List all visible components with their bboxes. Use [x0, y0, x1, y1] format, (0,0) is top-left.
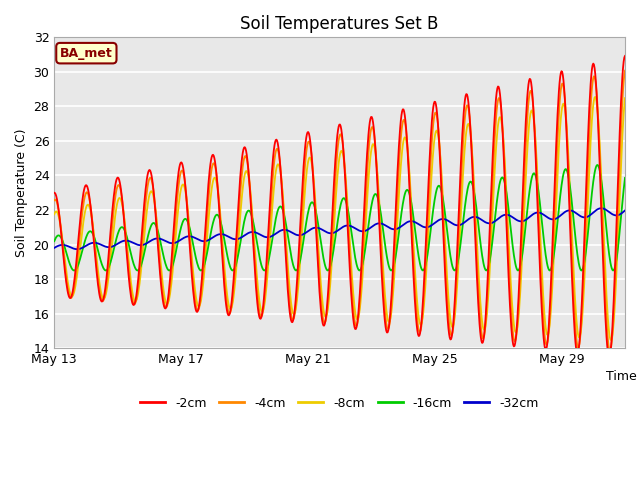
- Y-axis label: Soil Temperature (C): Soil Temperature (C): [15, 129, 28, 257]
- X-axis label: Time: Time: [605, 370, 636, 383]
- Legend: -2cm, -4cm, -8cm, -16cm, -32cm: -2cm, -4cm, -8cm, -16cm, -32cm: [136, 392, 544, 415]
- Text: BA_met: BA_met: [60, 47, 113, 60]
- Title: Soil Temperatures Set B: Soil Temperatures Set B: [241, 15, 439, 33]
